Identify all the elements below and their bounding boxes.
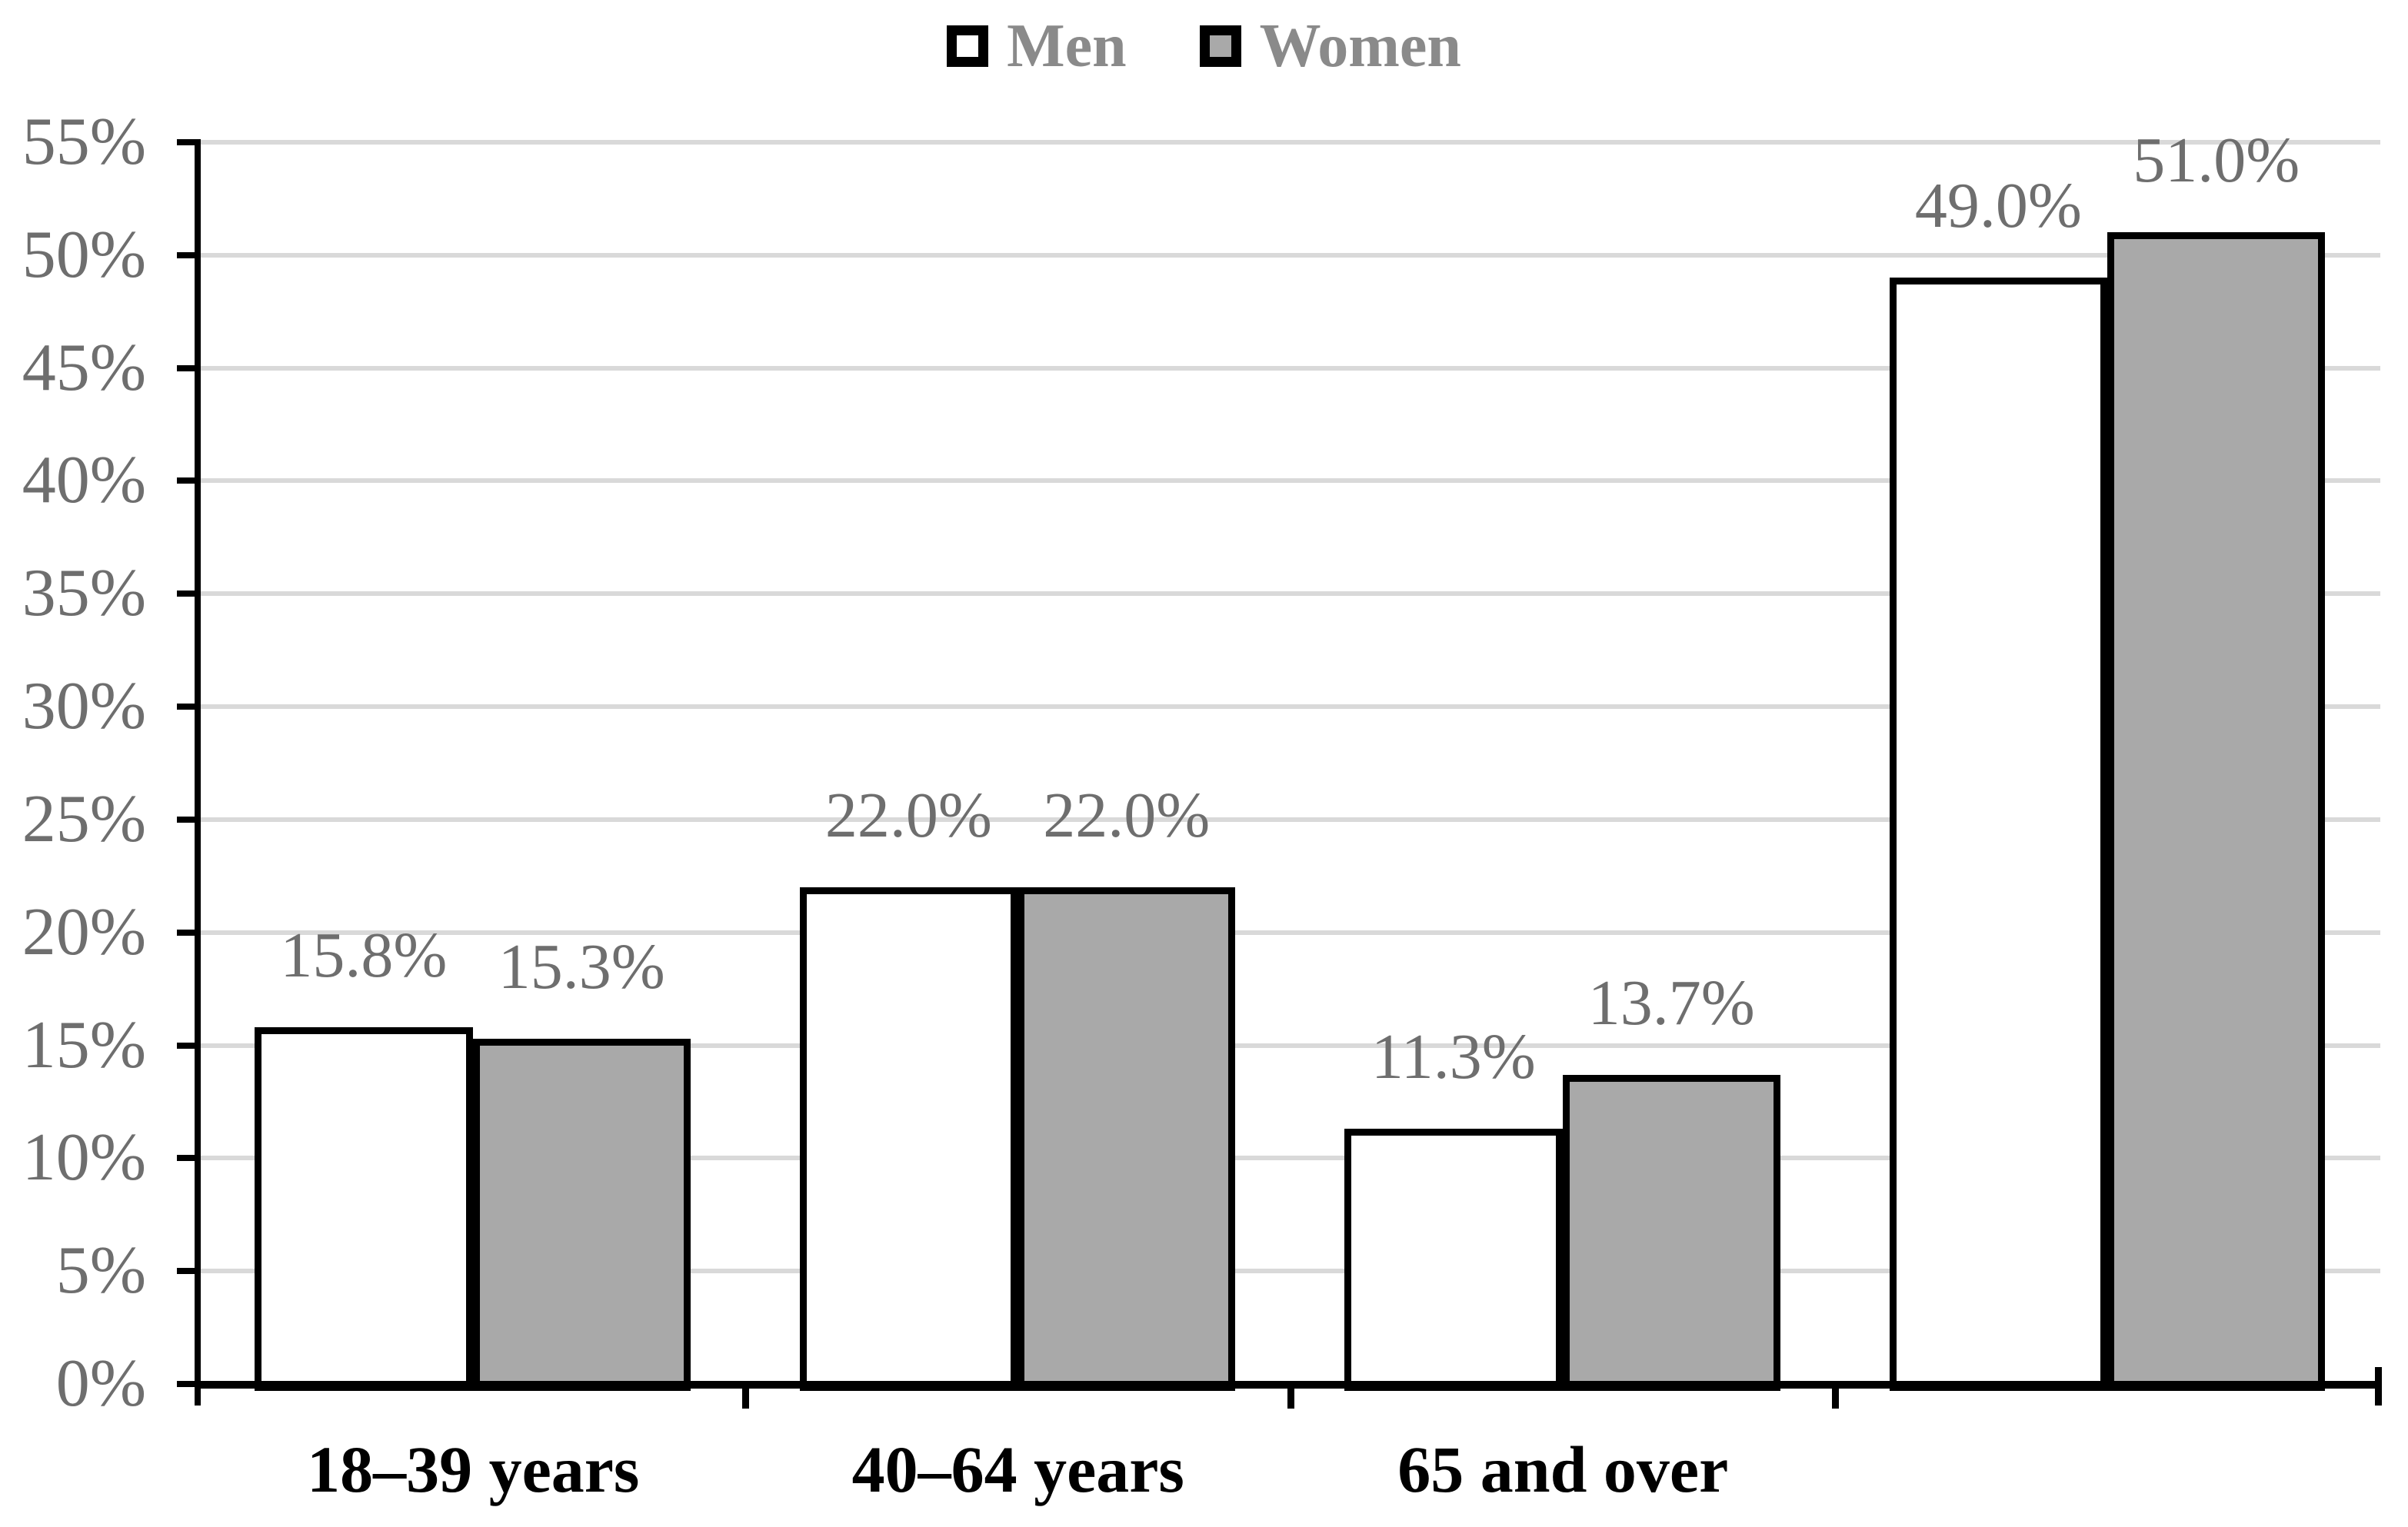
y-gridline: [201, 365, 2380, 371]
women-bar-value-label: 13.7%: [1587, 966, 1755, 1039]
y-gridline: [201, 817, 2380, 822]
women-bar-value-label: 22.0%: [1043, 780, 1211, 851]
y-gridline: [201, 930, 2380, 935]
y-axis-line: [195, 139, 201, 1406]
x-axis-category-label: 65 and over: [1397, 1432, 1729, 1506]
y-axis-tick-label: 0%: [55, 1346, 146, 1421]
women-bar-value-label: 51.0%: [2133, 125, 2300, 197]
legend-item-women: Women: [1199, 12, 1461, 80]
men-bar: [1344, 1129, 1563, 1391]
y-axis-tick: [177, 1381, 201, 1387]
men-bar-value-label: 22.0%: [824, 780, 992, 851]
women-bar: [1017, 887, 1236, 1391]
y-axis-tick-label: 25%: [22, 781, 146, 857]
women-bar: [2107, 232, 2326, 1391]
y-axis-tick: [177, 816, 201, 823]
y-axis-tick: [177, 1155, 201, 1162]
legend-item-men: Men: [947, 15, 1127, 77]
y-axis-tick-label: 20%: [22, 894, 146, 970]
y-axis-tick-label: 45%: [22, 330, 146, 405]
women-bar: [472, 1038, 691, 1391]
y-axis-tick-label: 5%: [55, 1233, 146, 1309]
y-axis-tick-label: 55%: [22, 105, 146, 179]
men-bar: [255, 1027, 473, 1391]
y-gridline: [201, 1043, 2380, 1048]
y-axis-tick: [177, 704, 201, 710]
men-bar: [1889, 278, 2108, 1391]
y-axis-tick: [177, 591, 201, 597]
y-axis-tick-label: 40%: [22, 443, 146, 518]
y-gridline: [201, 478, 2380, 484]
y-gridline: [201, 1156, 2380, 1161]
women-legend-swatch-icon: [1199, 25, 1241, 67]
x-axis-category-label: 18–39 years: [307, 1432, 640, 1506]
y-gridline: [201, 704, 2380, 710]
men-legend-swatch-icon: [947, 25, 989, 67]
men-bar-value-label: 49.0%: [1914, 170, 2082, 242]
y-axis-tick: [177, 251, 201, 258]
men-legend-label: Men: [1007, 12, 1127, 80]
y-gridline: [201, 1269, 2380, 1274]
women-bar-value-label: 15.3%: [498, 930, 665, 1003]
x-axis-boundary-tick: [742, 1384, 749, 1409]
y-axis-tick: [177, 1042, 201, 1049]
men-bar: [799, 887, 1018, 1391]
y-axis-tick: [177, 364, 201, 371]
x-axis-category-label: 40–64 years: [851, 1432, 1184, 1506]
men-bar-value-label: 11.3%: [1371, 1021, 1536, 1093]
x-axis-boundary-tick: [1287, 1384, 1294, 1409]
women-legend-label: Women: [1259, 12, 1461, 80]
men-bar-value-label: 15.8%: [280, 920, 448, 992]
chart-legend: Men Women: [0, 15, 2408, 77]
women-bar: [1562, 1074, 1780, 1391]
y-axis-tick: [177, 1268, 201, 1275]
y-axis-tick-label: 50%: [22, 217, 146, 292]
y-axis-tick: [177, 139, 201, 145]
y-axis-tick-label: 15%: [22, 1007, 146, 1083]
y-axis-tick-label: 35%: [22, 556, 146, 631]
y-gridline: [201, 140, 2380, 145]
y-axis-tick: [177, 929, 201, 936]
y-axis-tick-label: 30%: [22, 669, 146, 744]
x-axis-line: [195, 1381, 2380, 1389]
y-gridline: [201, 591, 2380, 597]
y-gridline: [201, 252, 2380, 258]
x-axis-boundary-tick: [1832, 1384, 1839, 1409]
y-axis-tick: [177, 477, 201, 484]
y-axis-tick-label: 10%: [22, 1120, 146, 1196]
